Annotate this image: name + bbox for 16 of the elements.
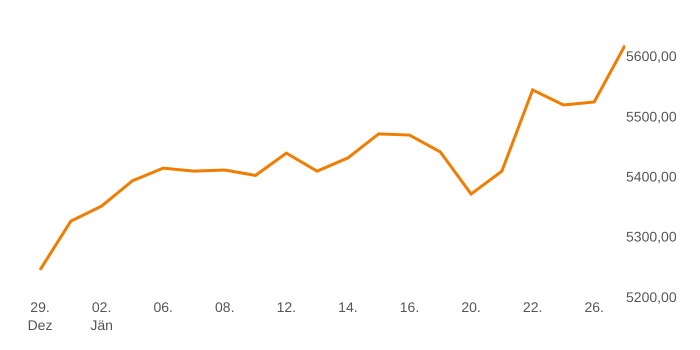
x-tick-label: 26. (584, 299, 604, 315)
x-tick-label: 02. Jän (90, 299, 113, 334)
y-tick-label: 5500,00 (626, 108, 677, 124)
x-tick-label: 06. (153, 299, 173, 315)
x-tick-label: 12. (276, 299, 296, 315)
y-tick-label: 5300,00 (626, 228, 677, 245)
x-tick-label: 16. (400, 299, 420, 315)
x-tick-label: 14. (338, 299, 358, 315)
x-tick-label: 08. (215, 299, 234, 315)
line-series (38, 44, 625, 272)
y-tick-label: 5200,00 (626, 288, 677, 305)
x-tick-label: 20. (461, 299, 481, 315)
x-tick-label: 29. Dez (28, 299, 52, 334)
x-tick-label: 22. (522, 299, 542, 315)
y-tick-label: 5400,00 (626, 168, 677, 184)
y-tick-label: 5600,00 (626, 48, 677, 64)
